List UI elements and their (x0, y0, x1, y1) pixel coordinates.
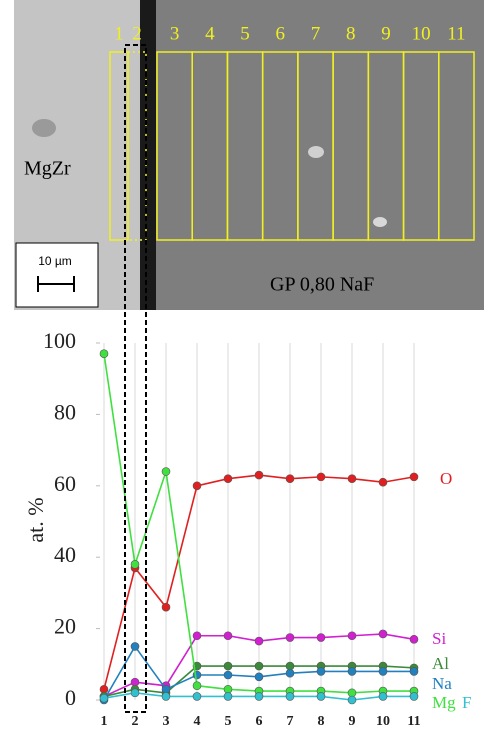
coating-label: GP 0,80 NaF (270, 274, 374, 296)
data-point (130, 642, 140, 651)
data-point (161, 467, 171, 476)
data-point (192, 681, 202, 691)
particle (373, 217, 387, 227)
data-point (223, 631, 233, 641)
region-label: 10 (412, 23, 431, 44)
region-label: 5 (240, 23, 250, 44)
y-tick-label: 40 (54, 542, 76, 567)
data-point (254, 692, 264, 701)
region-label: 2 (132, 23, 142, 44)
x-tick-label: 5 (225, 714, 232, 729)
y-axis-label: at. % (23, 497, 48, 542)
data-point (285, 633, 295, 642)
data-point (316, 472, 326, 482)
data-point (347, 667, 357, 676)
x-tick-label: 11 (407, 714, 420, 729)
region-label: 7 (311, 23, 321, 44)
region-box (438, 51, 475, 241)
data-point (378, 667, 388, 676)
y-tick-label: 60 (54, 471, 76, 496)
particle (308, 146, 324, 158)
data-point (99, 684, 109, 694)
data-point (347, 688, 357, 698)
data-point (161, 684, 171, 694)
data-point (409, 667, 419, 676)
data-point (347, 631, 357, 641)
data-point (285, 474, 295, 483)
data-point (161, 692, 171, 701)
x-tick-label: 10 (376, 714, 390, 729)
data-point (130, 560, 140, 569)
data-point (223, 684, 233, 694)
data-point (99, 349, 109, 359)
y-tick-label: 100 (43, 328, 76, 353)
series-label: Na (432, 674, 452, 693)
data-point (192, 692, 202, 701)
particle (32, 119, 56, 137)
data-point (378, 629, 388, 639)
x-tick-label: 8 (318, 714, 325, 729)
series-label: F (462, 693, 471, 712)
region-label: 4 (205, 23, 215, 44)
scale-bar (37, 276, 75, 292)
data-point (223, 692, 233, 701)
data-point (254, 470, 264, 480)
x-tick-label: 3 (163, 714, 170, 729)
data-point (347, 474, 357, 483)
y-tick-label: 0 (65, 685, 76, 710)
x-tick-label: 4 (194, 714, 201, 729)
data-point (254, 661, 264, 671)
data-point (409, 472, 419, 482)
data-point (99, 693, 109, 703)
region-label: 6 (276, 23, 286, 44)
mgzr-label: MgZr (24, 158, 71, 180)
data-point (316, 692, 326, 701)
scale-box (15, 242, 99, 308)
data-point (409, 692, 419, 701)
highlight-box (124, 44, 147, 713)
data-point (378, 692, 388, 701)
data-point (285, 668, 295, 678)
interface-band (140, 0, 156, 310)
series-label: Al (432, 654, 449, 673)
data-point (316, 667, 326, 676)
data-point (285, 692, 295, 701)
data-point (347, 695, 357, 705)
x-tick-label: 7 (287, 714, 294, 729)
data-point (409, 635, 419, 644)
region-label: 8 (346, 23, 356, 44)
x-tick-label: 1 (101, 714, 108, 729)
x-tick-label: 9 (349, 714, 356, 729)
region-label: 11 (447, 23, 465, 44)
data-point (285, 661, 295, 671)
data-point (161, 602, 171, 612)
region-box (109, 51, 129, 241)
y-tick-label: 80 (54, 399, 76, 424)
region-label: 9 (381, 23, 391, 44)
series-label: Si (432, 629, 446, 648)
data-point (254, 636, 264, 646)
series-label: Mg (432, 693, 456, 712)
data-point (223, 474, 233, 483)
scale-label: 10 µm (38, 254, 72, 268)
data-point (130, 677, 140, 687)
region-label: 1 (114, 23, 124, 44)
data-point (223, 670, 233, 680)
data-point (254, 672, 264, 682)
data-point (378, 477, 388, 487)
data-point (130, 688, 140, 698)
x-tick-label: 2 (132, 714, 139, 729)
x-tick-label: 6 (256, 714, 263, 729)
data-point (223, 661, 233, 671)
y-tick-label: 20 (54, 614, 76, 639)
data-point (192, 631, 202, 641)
series-label: O (440, 469, 452, 488)
region-label: 3 (170, 23, 180, 44)
data-point (316, 633, 326, 642)
data-point (192, 481, 202, 491)
data-point (192, 670, 202, 680)
